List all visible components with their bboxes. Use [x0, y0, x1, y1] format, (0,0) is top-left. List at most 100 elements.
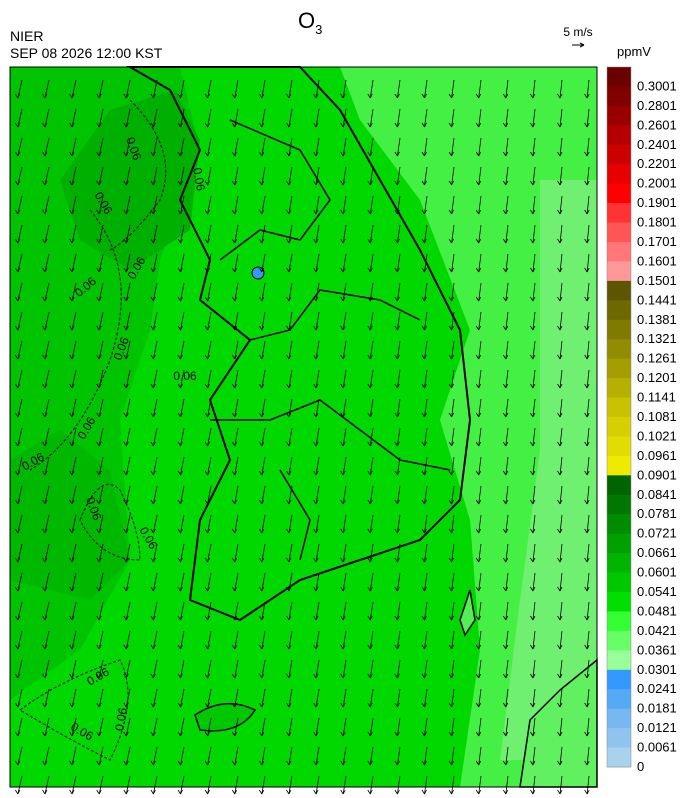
- wind-arrow: [177, 340, 185, 360]
- wind-arrow: [204, 398, 212, 418]
- wind-arrow: [286, 514, 293, 534]
- wind-arrow: [340, 746, 347, 766]
- wind-arrow: [204, 775, 212, 795]
- wind-arrow: [42, 166, 50, 186]
- wind-arrow: [448, 456, 455, 476]
- wind-arrow: [557, 775, 563, 795]
- wind-arrow: [448, 253, 455, 273]
- wind-arrow: [394, 543, 401, 563]
- wind-arrow: [394, 398, 401, 418]
- wind-arrow: [150, 659, 158, 679]
- wind-arrow: [584, 659, 590, 679]
- wind-arrow: [313, 253, 320, 273]
- wind-arrow: [150, 369, 158, 389]
- wind-arrow: [367, 137, 374, 157]
- wind-arrow: [584, 688, 590, 708]
- wind-arrow: [340, 543, 347, 563]
- wind-arrow: [177, 572, 185, 592]
- wind-arrow: [502, 79, 509, 99]
- wind-arrow: [557, 340, 563, 360]
- wind-arrow: [69, 746, 77, 766]
- wind-arrow: [557, 543, 563, 563]
- wind-arrow: [340, 108, 347, 128]
- contour-label: 0.06: [173, 369, 197, 383]
- wind-arrow: [69, 717, 77, 737]
- wind-arrow: [530, 224, 536, 244]
- wind-arrow: [96, 746, 104, 766]
- wind-arrow: [69, 195, 77, 215]
- colorbar-swatch: [607, 105, 631, 126]
- wind-arrow: [475, 340, 482, 360]
- wind-arrow: [394, 369, 401, 389]
- wind-arrow: [367, 427, 374, 447]
- wind-arrow: [15, 311, 23, 331]
- colorbar-swatch: [607, 144, 631, 165]
- wind-arrow: [259, 543, 266, 563]
- wind-arrow: [584, 775, 590, 795]
- wind-arrow: [15, 688, 23, 708]
- wind-arrow: [42, 688, 50, 708]
- wind-arrow: [367, 369, 374, 389]
- wind-arrow: [502, 253, 509, 273]
- wind-arrow: [69, 79, 77, 99]
- colorbar-swatch: [607, 728, 631, 749]
- wind-arrow: [340, 514, 347, 534]
- wind-arrow: [150, 282, 158, 302]
- wind-arrow: [96, 195, 104, 215]
- wind-arrow: [530, 108, 536, 128]
- wind-arrow: [177, 485, 185, 505]
- wind-arrow: [584, 282, 590, 302]
- wind-arrow: [421, 195, 428, 215]
- wind-arrow: [313, 514, 320, 534]
- wind-arrow: [231, 137, 239, 157]
- wind-arrow: [530, 775, 536, 795]
- wind-arrow: [502, 601, 509, 621]
- wind-arrow: [150, 485, 158, 505]
- wind-arrow: [204, 572, 212, 592]
- wind-arrow: [448, 630, 455, 650]
- wind-arrow: [448, 166, 455, 186]
- wind-arrow: [204, 79, 212, 99]
- wind-arrow: [475, 137, 482, 157]
- wind-arrow: [340, 427, 347, 447]
- wind-arrow: [448, 659, 455, 679]
- unit-label: ppmV: [617, 44, 651, 59]
- wind-arrow: [475, 427, 482, 447]
- wind-arrow: [394, 688, 401, 708]
- colorbar-label: 0.0721: [637, 526, 677, 541]
- wind-arrow: [150, 253, 158, 273]
- wind-arrow: [42, 514, 50, 534]
- wind-arrow: [313, 108, 320, 128]
- datetime: SEP 08 2026 12:00 KST: [10, 45, 163, 61]
- colorbar-swatch: [607, 183, 631, 204]
- wind-arrow: [530, 456, 536, 476]
- wind-arrow: [15, 746, 23, 766]
- wind-arrow: [150, 340, 158, 360]
- wind-arrow: [475, 224, 482, 244]
- wind-arrow: [502, 195, 509, 215]
- wind-arrow: [502, 746, 509, 766]
- wind-arrow: [177, 659, 185, 679]
- colorbar-swatch: [607, 358, 631, 379]
- wind-arrow: [204, 253, 212, 273]
- wind-arrow: [177, 369, 185, 389]
- wind-arrow: [502, 108, 509, 128]
- wind-arrow: [557, 601, 563, 621]
- wind-arrow: [584, 543, 590, 563]
- wind-arrow: [421, 224, 428, 244]
- wind-arrow: [313, 195, 320, 215]
- colorbar-label: 0.0301: [637, 662, 677, 677]
- wind-arrow: [42, 253, 50, 273]
- wind-arrow: [96, 282, 104, 302]
- wind-arrow: [259, 108, 266, 128]
- wind-arrow: [421, 79, 428, 99]
- colorbar-swatch: [607, 689, 631, 710]
- wind-arrow: [367, 311, 374, 331]
- wind-arrow: [584, 108, 590, 128]
- wind-arrow: [421, 688, 428, 708]
- wind-arrow: [340, 717, 347, 737]
- colorbar-label: 0.0241: [637, 681, 677, 696]
- wind-arrow: [150, 398, 158, 418]
- wind-arrow: [286, 108, 293, 128]
- wind-arrow: [69, 224, 77, 244]
